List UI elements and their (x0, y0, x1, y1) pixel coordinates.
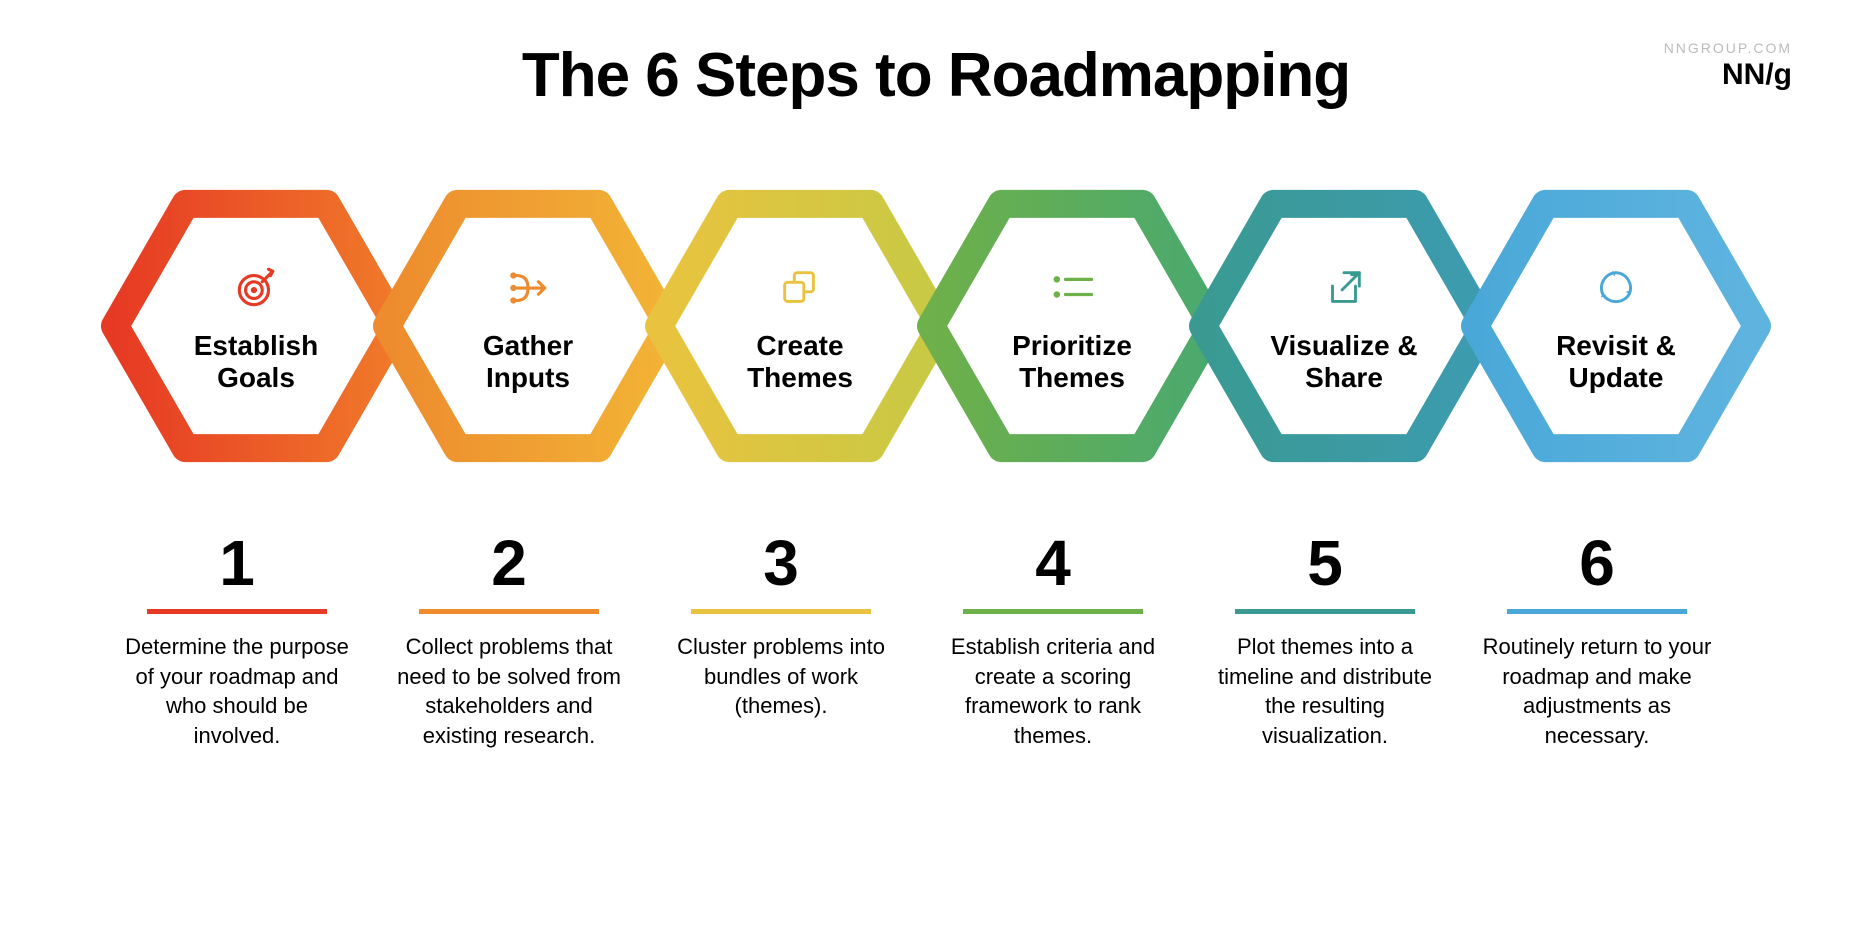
desc-col-6: 6 Routinely return to your roadmap and ma… (1461, 531, 1733, 751)
desc-col-5: 5 Plot themes into a timeline and distrib… (1189, 531, 1461, 751)
step-description: Establish criteria and create a scoring … (937, 632, 1169, 751)
header: The 6 Steps to Roadmapping NNGROUP.COM N… (0, 0, 1872, 111)
step-rule (963, 609, 1143, 614)
hex-content: Visualize & Share (1234, 216, 1454, 436)
hex-label: Establish Goals (194, 330, 318, 394)
hex-step-2: Gather Inputs (373, 171, 683, 481)
hex-step-1: Establish Goals (101, 171, 411, 481)
step-number: 1 (121, 531, 353, 595)
hex-step-3: Create Themes (645, 171, 955, 481)
step-description: Cluster problems into bundles of work (t… (665, 632, 897, 721)
brand-logo: NN/g (1664, 58, 1792, 92)
page-title: The 6 Steps to Roadmapping (0, 40, 1872, 111)
step-description: Routinely return to your roadmap and mak… (1481, 632, 1713, 751)
step-description: Determine the purpose of your roadmap an… (121, 632, 353, 751)
step-description: Plot themes into a timeline and distribu… (1209, 632, 1441, 751)
hex-label: Prioritize Themes (1012, 330, 1132, 394)
desc-col-2: 2 Collect problems that need to be solved… (373, 531, 645, 751)
step-rule (691, 609, 871, 614)
hex-step-5: Visualize & Share (1189, 171, 1499, 481)
hex-step-6: Revisit & Update (1461, 171, 1771, 481)
hex-label: Visualize & Share (1270, 330, 1417, 394)
target-icon (226, 258, 286, 318)
step-number: 4 (937, 531, 1169, 595)
hex-content: Prioritize Themes (962, 216, 1182, 436)
desc-col-3: 3 Cluster problems into bundles of work (… (645, 531, 917, 751)
brand-url: NNGROUP.COM (1664, 40, 1792, 56)
hex-label: Revisit & Update (1556, 330, 1676, 394)
squares-icon (770, 258, 830, 318)
brand-block: NNGROUP.COM NN/g (1664, 40, 1792, 92)
description-row: 1 Determine the purpose of your roadmap a… (0, 531, 1872, 751)
hex-content: Gather Inputs (418, 216, 638, 436)
cycle-icon (1586, 258, 1646, 318)
step-rule (147, 609, 327, 614)
hex-content: Establish Goals (146, 216, 366, 436)
step-rule (419, 609, 599, 614)
list-icon (1042, 258, 1102, 318)
step-rule (1235, 609, 1415, 614)
step-number: 3 (665, 531, 897, 595)
step-number: 2 (393, 531, 625, 595)
desc-col-4: 4 Establish criteria and create a scoring… (917, 531, 1189, 751)
hex-content: Create Themes (690, 216, 910, 436)
hex-content: Revisit & Update (1506, 216, 1726, 436)
hex-label: Gather Inputs (483, 330, 573, 394)
step-description: Collect problems that need to be solved … (393, 632, 625, 751)
step-number: 6 (1481, 531, 1713, 595)
hex-label: Create Themes (747, 330, 853, 394)
merge-icon (498, 258, 558, 318)
step-rule (1507, 609, 1687, 614)
hexagon-row: Establish Goals Gather Inputs Create Theme… (0, 171, 1872, 511)
desc-col-1: 1 Determine the purpose of your roadmap a… (101, 531, 373, 751)
step-number: 5 (1209, 531, 1441, 595)
share-icon (1314, 258, 1374, 318)
hex-step-4: Prioritize Themes (917, 171, 1227, 481)
